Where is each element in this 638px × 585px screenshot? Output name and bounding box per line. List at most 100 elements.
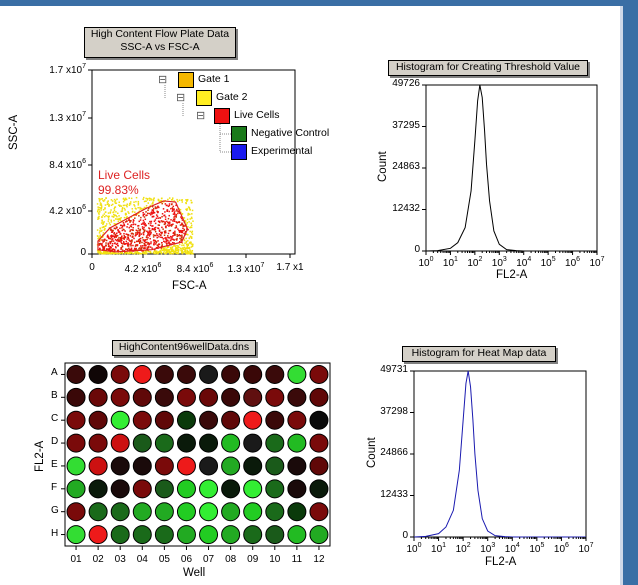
scatter-point bbox=[182, 224, 185, 227]
hist2-x-tick-label: 101 bbox=[431, 542, 447, 555]
scatter-point bbox=[132, 221, 134, 223]
scatter-point bbox=[179, 235, 182, 237]
scatter-point bbox=[98, 211, 101, 213]
gate-tree-item[interactable]: Negative Control bbox=[251, 127, 330, 139]
hist2-title[interactable]: Histogram for Heat Map data bbox=[402, 346, 556, 362]
gate-tree-item[interactable]: Experimental bbox=[251, 145, 313, 157]
scatter-point bbox=[161, 232, 163, 235]
scatter-point bbox=[105, 248, 108, 251]
well-D02 bbox=[88, 433, 108, 453]
scatter-point bbox=[108, 237, 110, 240]
scatter-point bbox=[96, 249, 99, 252]
scatter-point bbox=[156, 252, 158, 255]
scatter-point bbox=[115, 211, 117, 213]
scatter-point bbox=[131, 228, 133, 231]
tree-collapse-toggle[interactable]: ⊟ bbox=[196, 110, 206, 122]
scatter-point bbox=[118, 240, 120, 243]
scatter-point bbox=[117, 249, 120, 252]
scatter-point bbox=[169, 229, 172, 232]
scatter-point bbox=[124, 209, 126, 211]
scatter-point bbox=[109, 212, 112, 214]
scatter-point bbox=[170, 207, 172, 210]
scatter-point bbox=[135, 229, 138, 232]
scatter-point bbox=[148, 212, 151, 215]
scatter-point bbox=[144, 244, 146, 246]
scatter-point bbox=[183, 246, 186, 249]
scatter-point bbox=[129, 219, 131, 222]
gate-color-swatch[interactable] bbox=[214, 108, 230, 124]
well-H07 bbox=[199, 525, 219, 545]
scatter-point bbox=[178, 231, 181, 233]
scatter-point bbox=[118, 239, 121, 241]
scatter-point bbox=[186, 222, 188, 224]
scatter-point bbox=[123, 236, 125, 239]
gate-color-swatch[interactable] bbox=[178, 72, 194, 88]
scatter-point bbox=[149, 237, 151, 240]
heatmap-title[interactable]: HighContent96wellData.dns bbox=[112, 340, 256, 356]
scatter-point bbox=[131, 239, 133, 241]
scatter-point bbox=[182, 247, 184, 249]
scatter-point bbox=[156, 236, 158, 239]
scatter-point bbox=[135, 251, 137, 253]
scatter-point bbox=[111, 251, 114, 254]
scatter-title[interactable]: High Content Flow Plate Data SSC-A vs FS… bbox=[84, 27, 236, 58]
scatter-point bbox=[161, 241, 163, 244]
scatter-point bbox=[118, 231, 121, 233]
scatter-point bbox=[104, 225, 107, 227]
scatter-point bbox=[184, 249, 187, 252]
well-D01 bbox=[66, 433, 86, 453]
scatter-point bbox=[127, 211, 129, 213]
scatter-point bbox=[179, 209, 181, 211]
scatter-point bbox=[102, 252, 104, 255]
scatter-point bbox=[108, 204, 110, 206]
gate-color-swatch[interactable] bbox=[231, 144, 247, 160]
scatter-point bbox=[189, 250, 191, 252]
scatter-point bbox=[183, 248, 185, 250]
scatter-point bbox=[151, 209, 154, 211]
gate-color-swatch[interactable] bbox=[196, 90, 212, 106]
scatter-point bbox=[164, 249, 166, 251]
window-scrollbar-track[interactable] bbox=[620, 0, 638, 585]
scatter-point bbox=[121, 245, 124, 247]
scatter-point bbox=[164, 218, 167, 221]
scatter-point bbox=[138, 247, 140, 250]
scatter-point bbox=[128, 248, 131, 251]
gate-color-swatch[interactable] bbox=[231, 126, 247, 142]
scatter-point bbox=[179, 230, 181, 232]
scatter-point bbox=[161, 215, 163, 218]
scatter-point bbox=[114, 218, 117, 220]
hist2-x-tick-label: 102 bbox=[455, 542, 471, 555]
scatter-point bbox=[124, 213, 127, 215]
hist2-x-tick-label: 103 bbox=[480, 542, 496, 555]
gate-tree-item[interactable]: Live Cells bbox=[234, 109, 280, 121]
well-H11 bbox=[287, 525, 307, 545]
scatter-point bbox=[173, 250, 176, 253]
scatter-point bbox=[143, 206, 146, 209]
scatter-point bbox=[189, 252, 192, 254]
scatter-point bbox=[181, 234, 183, 237]
scatter-point bbox=[147, 212, 149, 215]
scatter-point bbox=[156, 244, 159, 247]
scatter-point bbox=[126, 226, 128, 228]
tree-collapse-toggle[interactable]: ⊟ bbox=[176, 92, 186, 104]
gate-tree-item[interactable]: Gate 1 bbox=[198, 73, 230, 85]
scatter-point bbox=[171, 238, 174, 240]
scatter-point bbox=[125, 204, 128, 207]
scatter-point bbox=[121, 208, 124, 210]
scatter-point bbox=[169, 235, 172, 238]
scatter-point bbox=[184, 219, 186, 222]
scatter-point bbox=[158, 224, 161, 226]
scatter-point bbox=[140, 233, 143, 235]
scatter-point bbox=[99, 230, 101, 232]
scatter-point bbox=[97, 235, 99, 238]
gate-tree-item[interactable]: Gate 2 bbox=[216, 91, 248, 103]
scatter-point bbox=[137, 212, 140, 214]
tree-collapse-toggle[interactable]: ⊟ bbox=[158, 74, 168, 86]
scatter-point bbox=[147, 234, 149, 236]
scatter-point bbox=[107, 203, 109, 205]
hist1-title[interactable]: Histogram for Creating Threshold Value bbox=[388, 60, 588, 76]
